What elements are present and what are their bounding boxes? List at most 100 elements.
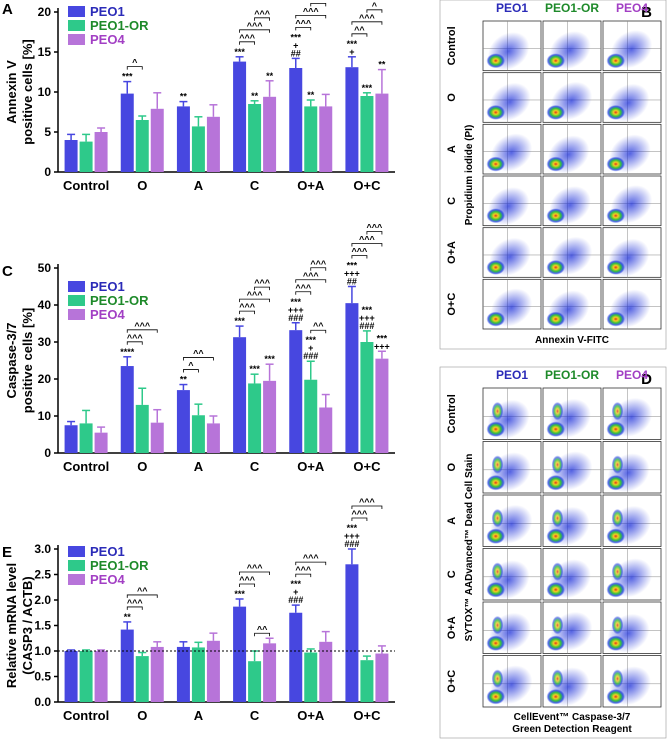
significance-mark: *** [305, 335, 316, 345]
y-tick-label: 50 [38, 261, 52, 275]
significance-bracket [295, 279, 327, 283]
bar [176, 106, 190, 172]
cell-core [606, 474, 626, 491]
significance-mark: + [293, 587, 298, 597]
significance-bracket [295, 291, 312, 295]
x-axis-title: Annexin V-FITC [535, 335, 609, 346]
significance-mark: ** [266, 71, 274, 81]
bar [360, 660, 374, 702]
bar [360, 342, 374, 453]
x-tick-label: O+C [353, 708, 381, 723]
y-tick-label: 2.5 [34, 568, 51, 582]
flow-plot [482, 227, 542, 278]
bar [345, 67, 359, 172]
significance-mark: *** [290, 32, 301, 42]
significance-bracket [183, 369, 199, 373]
bar [191, 647, 205, 702]
flow-plot [542, 548, 602, 601]
flow-plot [602, 175, 662, 227]
bar [206, 116, 220, 172]
y-tick-label: 20 [38, 5, 52, 19]
bracket-label: ^^^ [247, 21, 264, 31]
y-axis-title: Relative mRNA level [4, 563, 19, 688]
significance-bracket [239, 583, 255, 587]
cell-core [491, 401, 504, 421]
bracket-label: ^^^ [359, 13, 376, 23]
significance-bracket [366, 9, 383, 13]
cell-core [606, 104, 626, 120]
row-label: Control [446, 394, 458, 433]
bar [206, 640, 220, 702]
legend-label: PEO1 [90, 4, 125, 19]
significance-mark: *** [362, 305, 373, 315]
significance-mark: ### [288, 595, 303, 605]
significance-bracket [351, 255, 368, 259]
x-tick-label: O+C [353, 178, 381, 193]
cell-core [486, 421, 506, 437]
flow-plot [542, 601, 602, 654]
panel-label: D [641, 371, 652, 388]
cell-core [606, 259, 626, 275]
bracket-label: ^^^ [239, 33, 256, 43]
significance-bracket [126, 329, 158, 333]
flow-plot [602, 441, 662, 494]
y-axis-title: Caspase-3/7 [4, 323, 19, 399]
bar [79, 651, 93, 702]
flow-plot [482, 278, 542, 330]
bar [319, 641, 333, 702]
panel-frame [439, 0, 667, 350]
bracket-label: ^^^ [367, 223, 384, 233]
flow-plot [542, 72, 602, 123]
bracket-label: ^^^ [303, 553, 320, 563]
bar [120, 366, 134, 453]
y-tick-label: 1.0 [34, 644, 51, 658]
bar [375, 358, 389, 453]
flow-plot [602, 548, 662, 601]
flow-plot [542, 494, 602, 547]
cell-core [546, 53, 566, 69]
panel-label: C [2, 263, 13, 280]
significance-mark: *** [347, 39, 358, 49]
bar [150, 108, 164, 172]
y-axis-title: Propidium iodide (PI) [464, 125, 475, 226]
cell-core [551, 401, 564, 421]
significance-mark: *** [290, 579, 301, 589]
bracket-label: ^^^ [295, 283, 312, 293]
x-tick-label: Control [63, 178, 109, 193]
flow-plot [602, 655, 662, 708]
cell-core [606, 53, 626, 69]
bar [135, 656, 149, 702]
significance-bracket [239, 571, 270, 575]
bracket-label: ^ [188, 361, 194, 371]
cell-core [546, 688, 566, 705]
x-tick-label: O+A [297, 178, 325, 193]
flow-plot [602, 278, 662, 330]
cell-core [546, 635, 566, 651]
flow-plot [542, 175, 602, 227]
legend-swatch [68, 574, 85, 585]
bar [64, 140, 78, 172]
bracket-label: ^^^ [254, 9, 271, 19]
flow-plot [482, 175, 542, 227]
x-tick-label: O [137, 708, 147, 723]
cell-core [486, 311, 506, 327]
x-tick-label: A [194, 178, 204, 193]
row-label: O+C [446, 293, 458, 316]
cell-core [611, 562, 624, 581]
significance-mark: *** [347, 523, 358, 533]
significance-mark: ### [303, 351, 318, 361]
row-label: O+C [446, 670, 458, 693]
cell-core [606, 311, 626, 327]
bracket-label: ^^^ [247, 563, 264, 573]
panel-frame [439, 366, 667, 739]
significance-mark: ### [359, 321, 374, 331]
bracket-label: ^^^ [254, 278, 271, 288]
column-header: PEO1-OR [545, 1, 599, 15]
significance-mark: +++ [359, 313, 375, 323]
bar [345, 303, 359, 453]
flow-plot [482, 387, 542, 440]
cell-core [546, 156, 566, 172]
x-tick-label: C [250, 178, 260, 193]
bar [319, 407, 333, 453]
significance-mark: +++ [344, 531, 360, 541]
